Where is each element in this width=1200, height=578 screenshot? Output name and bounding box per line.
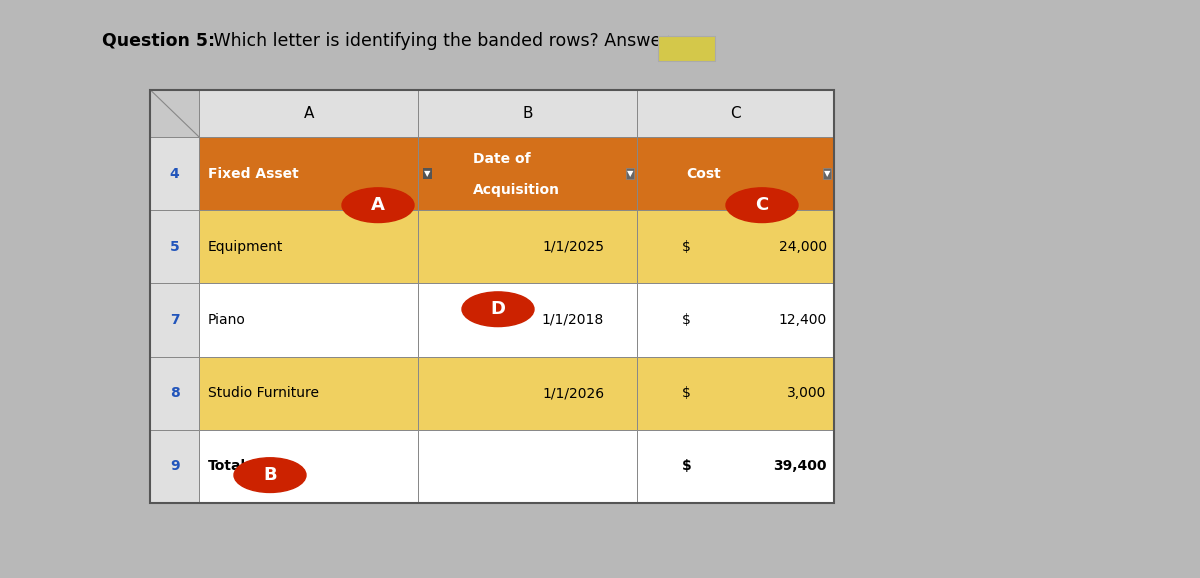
Bar	[637, 357, 834, 429]
Text: C: C	[755, 196, 769, 214]
Text: ▼: ▼	[626, 169, 634, 178]
Text: 39,400: 39,400	[773, 460, 827, 473]
Text: 3,000: 3,000	[787, 386, 827, 400]
Bar	[199, 283, 418, 357]
Bar	[150, 90, 834, 503]
Text: Cost: Cost	[686, 166, 721, 181]
Text: ▼: ▼	[823, 169, 830, 178]
Text: 7: 7	[170, 313, 180, 327]
Bar	[199, 357, 418, 429]
Bar	[150, 90, 199, 137]
Bar	[199, 210, 418, 283]
Text: $: $	[682, 460, 691, 473]
Bar	[418, 137, 637, 210]
Ellipse shape	[342, 188, 414, 223]
Text: 9: 9	[170, 460, 180, 473]
Bar	[150, 137, 199, 210]
Bar	[150, 210, 199, 283]
Bar	[418, 210, 637, 283]
Text: $: $	[682, 386, 691, 400]
Text: B: B	[522, 106, 533, 121]
Text: Question 5:: Question 5:	[102, 32, 215, 50]
Text: Acquisition: Acquisition	[473, 183, 560, 197]
Bar	[418, 283, 637, 357]
Text: Piano: Piano	[208, 313, 246, 327]
Text: D: D	[491, 300, 505, 318]
Bar	[199, 90, 418, 137]
Bar	[199, 429, 418, 503]
Bar	[637, 90, 834, 137]
Text: 1/1/2026: 1/1/2026	[542, 386, 604, 400]
Bar	[199, 137, 418, 210]
Text: 4: 4	[169, 166, 180, 181]
Bar	[150, 357, 199, 429]
Bar	[637, 283, 834, 357]
Bar	[418, 357, 637, 429]
Text: 1/1/2018: 1/1/2018	[542, 313, 604, 327]
Text: B: B	[263, 466, 277, 484]
Text: Date of: Date of	[473, 152, 530, 166]
Text: Studio Furniture: Studio Furniture	[208, 386, 319, 400]
Text: Equipment: Equipment	[208, 240, 283, 254]
Text: 12,400: 12,400	[779, 313, 827, 327]
Text: $: $	[682, 313, 691, 327]
Text: ▼: ▼	[424, 169, 431, 178]
Ellipse shape	[726, 188, 798, 223]
Text: Fixed Asset: Fixed Asset	[208, 166, 299, 181]
Ellipse shape	[462, 292, 534, 327]
Bar	[637, 137, 834, 210]
Text: 24,000: 24,000	[779, 240, 827, 254]
Bar	[637, 429, 834, 503]
Bar	[418, 90, 637, 137]
Text: 5: 5	[169, 240, 180, 254]
Text: A: A	[371, 196, 385, 214]
Bar	[418, 429, 637, 503]
Text: 1/1/2025: 1/1/2025	[542, 240, 604, 254]
Text: A: A	[304, 106, 314, 121]
Text: Total: Total	[208, 460, 246, 473]
Bar	[150, 429, 199, 503]
Text: Which letter is identifying the banded rows? Answer:: Which letter is identifying the banded r…	[208, 32, 673, 50]
Text: $: $	[682, 240, 691, 254]
Text: C: C	[730, 106, 740, 121]
Bar	[637, 210, 834, 283]
Ellipse shape	[234, 458, 306, 492]
Bar	[150, 283, 199, 357]
Text: 8: 8	[169, 386, 180, 400]
FancyBboxPatch shape	[658, 36, 715, 61]
